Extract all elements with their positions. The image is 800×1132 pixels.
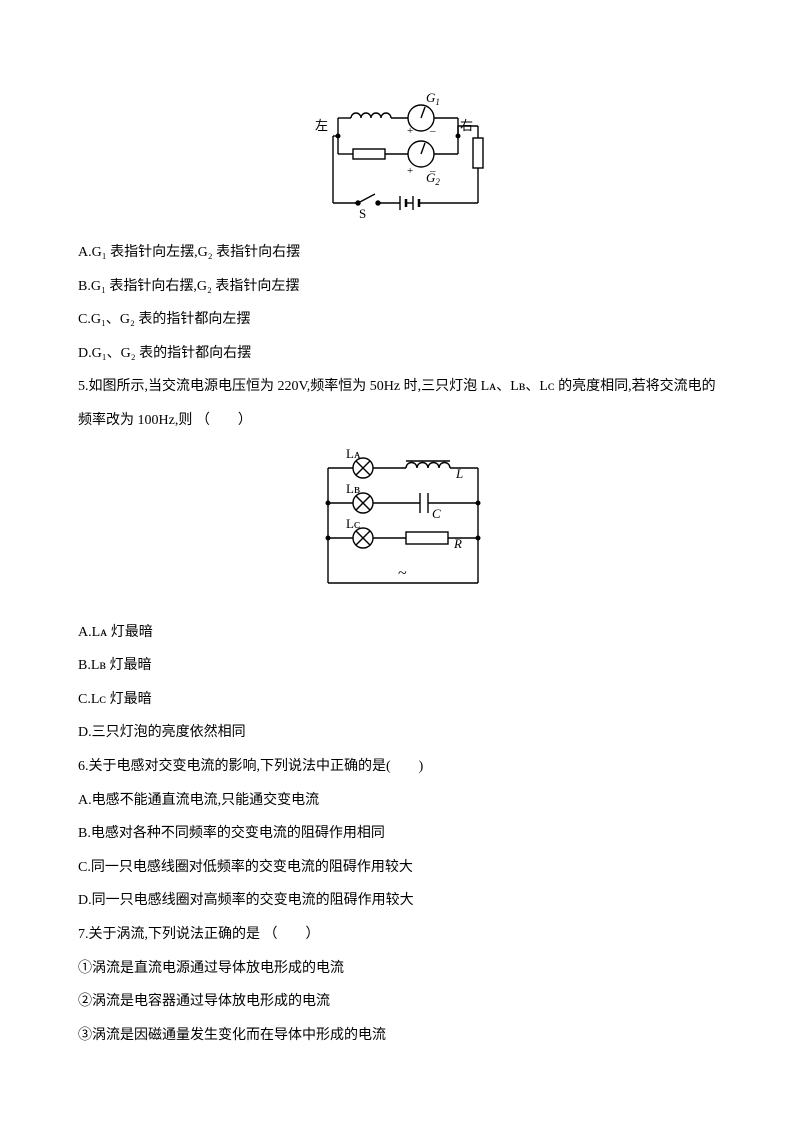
label-inductor: L (455, 466, 463, 481)
circuit-diagram-2: Lᴀ Lʙ Lᴄ L C R ~ (298, 448, 503, 598)
q7-statement-1: ①涡流是直流电源通过导体放电形成的电流 (78, 952, 722, 986)
q5-option-c: C.Lᴄ 灯最暗 (78, 683, 722, 717)
label-g1: G1 (426, 90, 440, 107)
label-capacitor: C (432, 506, 441, 521)
label-right: 右 (460, 118, 473, 133)
label-lb: Lʙ (346, 481, 360, 496)
figure-1: 左 右 G1 G2 + – + – S (78, 88, 722, 218)
circuit-diagram-1: 左 右 G1 G2 + – + – S (303, 88, 498, 218)
q5-option-b: B.Lʙ 灯最暗 (78, 649, 722, 683)
q7-stem: 7.关于涡流,下列说法正确的是 （ ） (78, 918, 722, 952)
label-g1-minus: – (429, 125, 436, 137)
q7-statement-3: ③涡流是因磁通量发生变化而在导体中形成的电流 (78, 1019, 722, 1053)
label-la: Lᴀ (346, 448, 361, 461)
q6-stem: 6.关于电感对交变电流的影响,下列说法中正确的是( ) (78, 750, 722, 784)
q6-option-c: C.同一只电感线圈对低频率的交变电流的阻碍作用较大 (78, 851, 722, 885)
label-s: S (359, 206, 366, 218)
figure-2: Lᴀ Lʙ Lᴄ L C R ~ (78, 448, 722, 598)
label-resistor: R (453, 536, 462, 551)
q6-option-b: B.电感对各种不同频率的交变电流的阻碍作用相同 (78, 817, 722, 851)
q5-option-d: D.三只灯泡的亮度依然相同 (78, 716, 722, 750)
q5-option-a: A.Lᴀ 灯最暗 (78, 616, 722, 650)
q6-option-d: D.同一只电感线圈对高频率的交变电流的阻碍作用较大 (78, 884, 722, 918)
q7-statement-2: ②涡流是电容器通过导体放电形成的电流 (78, 985, 722, 1019)
q4-option-c: C.G₁、G₂ 表的指针都向左摆 (78, 303, 722, 337)
label-left: 左 (315, 118, 328, 133)
label-g2-plus: + (407, 165, 413, 177)
label-ac: ~ (398, 565, 407, 582)
q4-option-a: A.G₁ 表指针向左摆,G₂ 表指针向右摆 (78, 236, 722, 270)
label-g1-plus: + (407, 125, 413, 137)
label-g2-minus: – (429, 165, 436, 177)
q5-stem: 5.如图所示,当交流电源电压恒为 220V,频率恒为 50Hz 时,三只灯泡 L… (78, 370, 722, 437)
q4-option-b: B.G₁ 表指针向右摆,G₂ 表指针向左摆 (78, 270, 722, 304)
q4-option-d: D.G₁、G₂ 表的指针都向右摆 (78, 337, 722, 371)
label-lc: Lᴄ (346, 516, 360, 531)
q6-option-a: A.电感不能通直流电流,只能通交变电流 (78, 784, 722, 818)
